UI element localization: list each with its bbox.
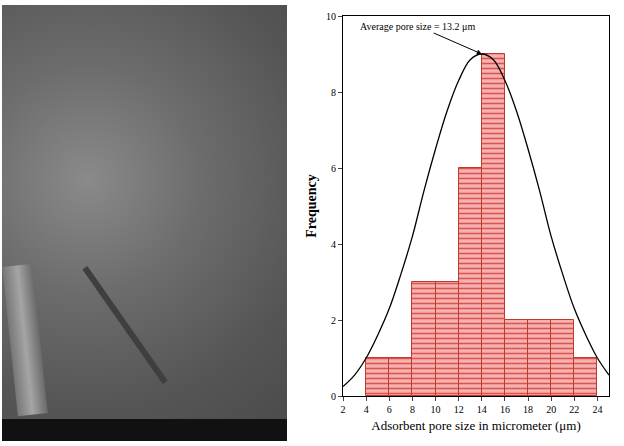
svg-text:Adsorbent pore size in microme: Adsorbent pore size in micrometer (μm)	[371, 418, 581, 433]
svg-text:14: 14	[477, 404, 487, 415]
svg-text:0: 0	[331, 391, 336, 402]
svg-text:2: 2	[331, 315, 336, 326]
svg-text:2: 2	[341, 404, 346, 415]
svg-text:Frequency: Frequency	[304, 174, 319, 238]
svg-text:20: 20	[546, 404, 556, 415]
svg-text:8: 8	[331, 87, 336, 98]
svg-text:8: 8	[410, 404, 415, 415]
svg-text:4: 4	[331, 239, 336, 250]
svg-text:22: 22	[569, 404, 579, 415]
svg-text:18: 18	[523, 404, 533, 415]
svg-text:10: 10	[431, 404, 441, 415]
svg-text:12: 12	[454, 404, 464, 415]
svg-text:10: 10	[326, 11, 336, 22]
svg-text:6: 6	[387, 404, 392, 415]
svg-text:Average pore size = 13.2 μm: Average pore size = 13.2 μm	[360, 21, 475, 32]
svg-text:24: 24	[592, 404, 602, 415]
svg-text:6: 6	[331, 163, 336, 174]
svg-text:4: 4	[364, 404, 369, 415]
svg-text:16: 16	[500, 404, 510, 415]
